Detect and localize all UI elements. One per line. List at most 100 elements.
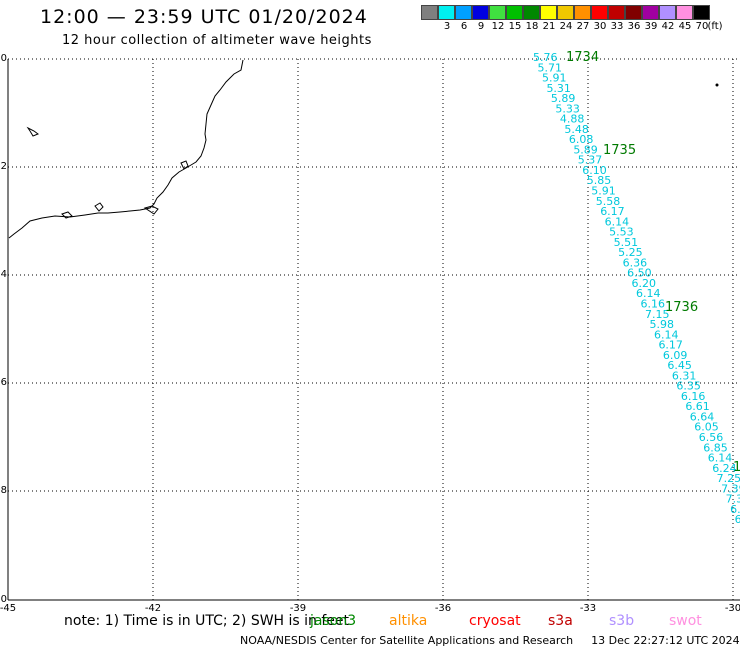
color-swatch (557, 5, 574, 20)
satellite-legend-item: altika (389, 613, 428, 629)
wave-height-value: 5.76 (533, 51, 558, 64)
satellite-legend-item: cryosat (469, 613, 521, 629)
satellite-legend-item: s3a (548, 613, 573, 629)
wave-height-value: 6.35 (676, 380, 701, 393)
color-scale-label: 12 (491, 21, 505, 32)
pass-number-label: 1734 (566, 50, 599, 65)
color-swatch (659, 5, 676, 20)
coastline (8, 59, 244, 239)
wave-height-value: 5.51 (614, 236, 639, 249)
color-swatch (506, 5, 523, 20)
color-scale (421, 5, 710, 20)
coastline-islands (26, 126, 189, 219)
lon-tick-label: -30 (725, 603, 740, 614)
color-swatch (591, 5, 608, 20)
wave-height-value: 6.14 (654, 328, 679, 341)
pass-number-label: 1735 (603, 143, 636, 158)
color-scale-labels: 3 6 9 12 15 18 21 24 27 30 33 36 39 42 45 70 (ft) (421, 21, 740, 35)
color-swatch (608, 5, 625, 20)
lon-tick-label: -39 (290, 603, 306, 614)
wave-height-value: 7.39 (721, 482, 740, 495)
wave-height-value: 5.91 (591, 185, 616, 198)
lon-tick-label: -45 (0, 603, 16, 614)
lat-tick-label: -30 (0, 594, 7, 605)
color-scale-label: 70 (695, 21, 709, 32)
color-swatch (421, 5, 438, 20)
satellite-legend-item: swot (669, 613, 702, 629)
wave-height-value: 6.64 (690, 410, 715, 423)
map-subtitle: 12 hour collection of altimeter wave hei… (62, 33, 372, 48)
wave-height-value: 6.85 (703, 441, 728, 454)
lat-tick-label: -28 (0, 485, 7, 496)
wave-height-value: 6.10 (582, 164, 607, 177)
wave-height-value: 6.24 (712, 462, 737, 475)
color-scale-label: 39 (644, 21, 658, 32)
wave-height-value: 5.33 (555, 102, 580, 115)
wave-height-value: 6.50 (627, 267, 652, 280)
wave-height-value: 5.98 (649, 318, 674, 331)
wave-height-value: 6.14 (636, 287, 661, 300)
lat-tick-label: -24 (0, 269, 7, 280)
footer-credit: NOAA/NESDIS Center for Satellite Applica… (240, 634, 574, 647)
lat-tick-label: -20 (0, 53, 7, 64)
map-grid (7, 58, 740, 601)
wave-height-value: 6.31 (672, 369, 697, 382)
wave-height-value: 6.4 (730, 503, 740, 516)
note-text: note: 1) Time is in UTC; 2) SWH is in fe… (64, 613, 350, 629)
wave-height-value: 6.61 (685, 400, 710, 413)
color-swatch (523, 5, 540, 20)
lon-tick-label: -36 (435, 603, 451, 614)
wave-height-value: 5.31 (546, 82, 571, 95)
footer: NOAA/NESDIS Center for Satellite Applica… (240, 634, 740, 647)
color-scale-label: 33 (610, 21, 624, 32)
wave-height-value: 6. (735, 513, 740, 526)
lat-tick-label: -22 (0, 161, 7, 172)
color-scale-label: 45 (678, 21, 692, 32)
wave-height-value: 5.48 (564, 123, 589, 136)
satellite-legend-item: s3b (609, 613, 635, 629)
lat-tick-label: -26 (0, 377, 7, 388)
wave-height-value: 5.58 (596, 195, 621, 208)
color-swatch (642, 5, 659, 20)
wave-height-value: 5.85 (587, 174, 612, 187)
wave-height-value: 6.05 (694, 421, 719, 434)
color-scale-label: 21 (542, 21, 556, 32)
wave-height-value: 6.17 (658, 339, 683, 352)
lon-tick-label: -42 (145, 603, 161, 614)
color-swatch (574, 5, 591, 20)
color-scale-label: (ft) (707, 21, 723, 32)
color-scale-label: 6 (460, 21, 468, 32)
color-scale-label: 24 (559, 21, 573, 32)
wave-height-value: 6.16 (641, 297, 666, 310)
map-title: 12:00 — 23:59 UTC 01/20/2024 (40, 6, 368, 28)
color-scale-label: 36 (627, 21, 641, 32)
wave-height-value: 7.25 (717, 472, 740, 485)
satellite-legend-item: jason3 (310, 613, 357, 629)
color-swatch (693, 5, 710, 20)
pass-labels: 1734 1735 1736 1 (566, 50, 740, 475)
color-scale-label: 27 (576, 21, 590, 32)
wave-height-value: 6.17 (600, 205, 625, 218)
wave-height-value: 7.30 (726, 493, 740, 506)
pass-number-label: 1736 (665, 300, 698, 315)
color-scale-label: 42 (661, 21, 675, 32)
wave-height-value: 6.36 (623, 256, 648, 269)
color-swatch (676, 5, 693, 20)
wave-height-value: 6.09 (663, 349, 688, 362)
wave-height-value: 6.08 (569, 133, 594, 146)
color-swatch (455, 5, 472, 20)
island-dot (715, 83, 719, 87)
altimeter-track: 5.765.715.915.315.895.334.885.486.085.89… (533, 51, 740, 536)
wave-height-value: 5.89 (573, 143, 598, 156)
axis-tick-labels: -20-22-24-26-28-30-45-42-39-36-33-30 (0, 53, 740, 614)
wave-height-value: 5.89 (551, 92, 576, 105)
color-scale-label: 18 (525, 21, 539, 32)
color-scale-label: 9 (477, 21, 485, 32)
wave-height-value: 5.25 (618, 246, 643, 259)
pass-number-label: 1 (733, 460, 740, 475)
wave-height-value: 5.53 (609, 226, 634, 239)
wave-height-value: 6.14 (708, 452, 733, 465)
color-swatch (489, 5, 506, 20)
wave-height-value: 6.56 (699, 431, 724, 444)
